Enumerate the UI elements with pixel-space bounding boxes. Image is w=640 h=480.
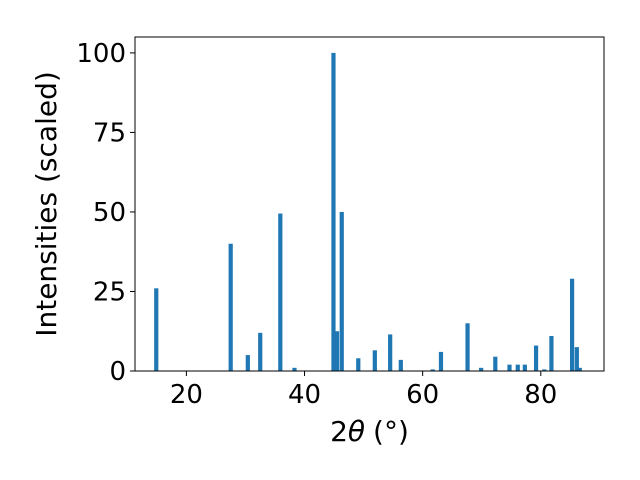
plot-frame bbox=[134, 36, 605, 372]
bar bbox=[515, 364, 520, 371]
bar bbox=[493, 356, 498, 371]
bar bbox=[577, 367, 582, 371]
bar bbox=[522, 364, 527, 371]
bar bbox=[570, 278, 575, 371]
bar bbox=[465, 323, 470, 371]
bar bbox=[479, 367, 484, 371]
bar bbox=[388, 334, 393, 371]
bar bbox=[574, 347, 579, 371]
y-tick-label: 50 bbox=[93, 198, 126, 228]
bar bbox=[398, 359, 403, 371]
ticks-group: 20 40 60 80 0 25 50 75 100 bbox=[76, 39, 557, 410]
bar bbox=[292, 367, 297, 371]
x-axis-label-unit: (°) bbox=[373, 415, 409, 448]
x-tick-label: 40 bbox=[288, 380, 321, 410]
y-tick-label: 100 bbox=[76, 39, 126, 69]
bar bbox=[356, 358, 361, 371]
bar bbox=[533, 345, 539, 371]
bar bbox=[334, 331, 340, 371]
y-tick-label: 25 bbox=[93, 277, 126, 307]
bar bbox=[542, 369, 547, 371]
x-axis-label-main: 2 bbox=[330, 415, 348, 448]
bar bbox=[430, 369, 435, 371]
y-axis-label: Intensities (scaled) bbox=[30, 71, 63, 337]
bar bbox=[549, 336, 554, 371]
bar bbox=[245, 355, 250, 371]
y-tick-label: 75 bbox=[93, 118, 126, 148]
y-tick-label: 0 bbox=[109, 357, 126, 387]
x-tick-label: 80 bbox=[524, 380, 557, 410]
bar bbox=[339, 211, 344, 371]
bar bbox=[278, 213, 283, 371]
bar bbox=[331, 52, 336, 372]
bar bbox=[258, 332, 263, 371]
bar bbox=[507, 364, 512, 371]
bar bbox=[154, 288, 159, 371]
x-axis-label-symbol: θ bbox=[348, 415, 365, 448]
bar bbox=[438, 351, 444, 371]
bar bbox=[372, 350, 377, 371]
bar bbox=[228, 243, 233, 371]
x-tick-label: 60 bbox=[406, 380, 439, 410]
bars-group bbox=[154, 52, 582, 372]
x-tick-label: 20 bbox=[170, 380, 203, 410]
x-axis-label: 2θ (°) bbox=[330, 415, 409, 448]
